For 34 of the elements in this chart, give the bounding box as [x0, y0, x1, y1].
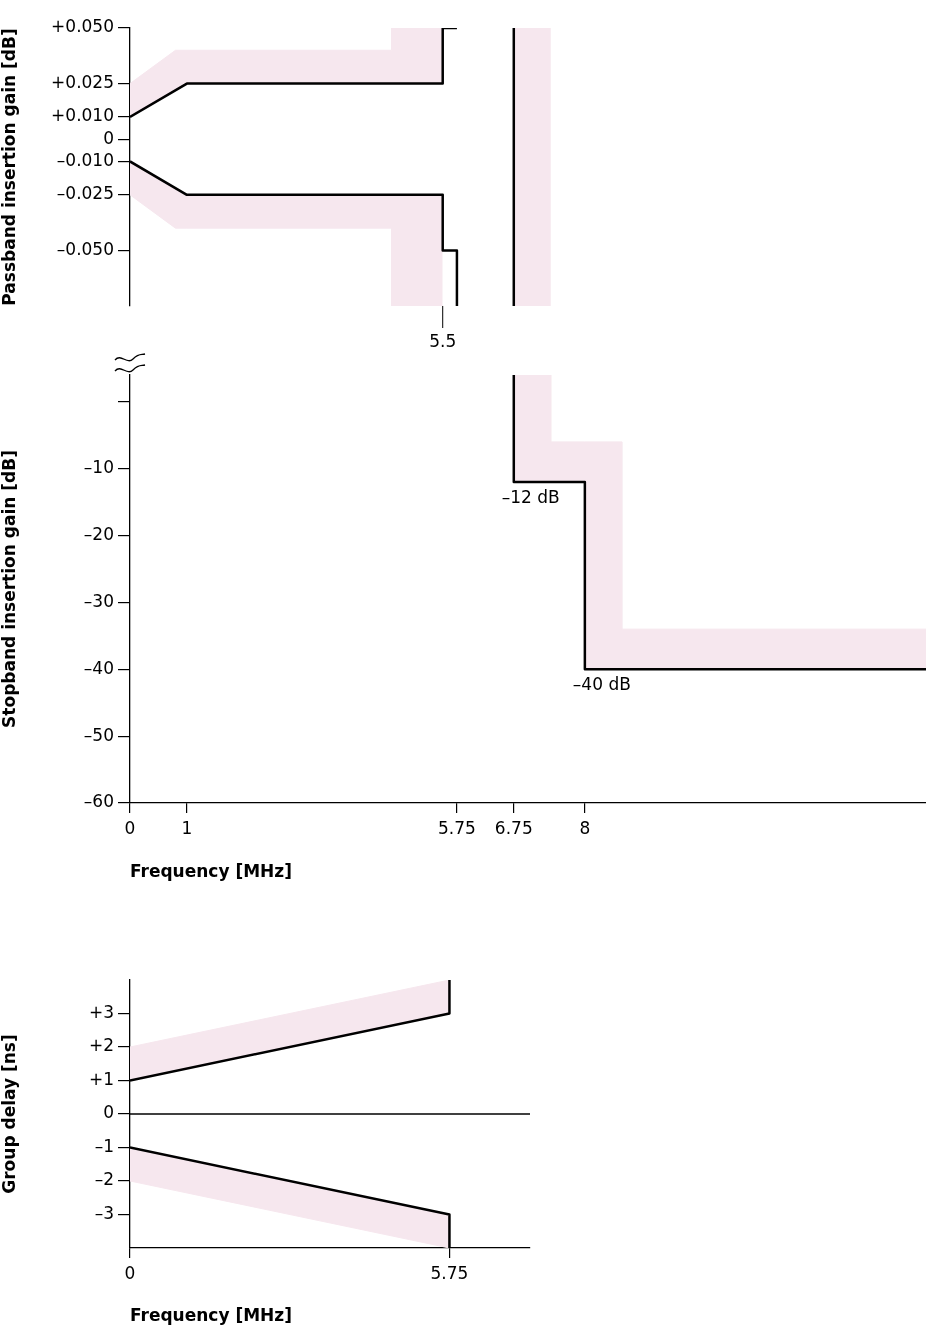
x-tick-label: 8 — [579, 817, 591, 838]
x-tick-label: 1 — [181, 817, 193, 838]
y-axis-title: Group delay [ns] — [0, 1034, 19, 1194]
y-tick-label: –40 — [83, 657, 114, 678]
y-axis-title: Passband insertion gain [dB] — [0, 28, 19, 306]
y-tick-label: +0.050 — [51, 16, 114, 37]
x-axis-title: Frequency [MHz] — [130, 1305, 292, 1326]
annotation: –12 dB — [501, 486, 560, 507]
y-tick-label: –0.050 — [56, 238, 114, 259]
y-tick-label: –30 — [83, 590, 114, 611]
y-tick-label: –3 — [94, 1202, 114, 1223]
y-tick-label: +1 — [88, 1068, 114, 1089]
y-tick-label: –0.010 — [56, 149, 114, 170]
y-tick-label: 0 — [103, 1102, 114, 1123]
x-axis-title: Frequency [MHz] — [130, 861, 292, 882]
y-tick-label: +0.010 — [51, 105, 114, 126]
y-axis-title: Stopband insertion gain [dB] — [0, 450, 19, 728]
y-tick-label: –50 — [83, 724, 114, 745]
y-tick-label: +3 — [88, 1001, 114, 1022]
x-tick-label: 5.75 — [438, 817, 476, 838]
y-tick-label: +0.025 — [51, 72, 114, 93]
x-tick-label: 5.75 — [430, 1262, 469, 1283]
x-tick-label: 0 — [124, 817, 136, 838]
y-tick-label: –10 — [83, 457, 114, 478]
y-tick-label: –2 — [94, 1169, 114, 1190]
y-tick-label: +2 — [88, 1035, 114, 1056]
x-tick-label: 6.75 — [494, 817, 533, 838]
y-tick-label: –20 — [83, 523, 114, 544]
annotation: –40 dB — [572, 674, 631, 695]
y-tick-label: –1 — [94, 1135, 114, 1156]
y-tick-label: –60 — [83, 791, 114, 812]
y-tick-label: 0 — [103, 127, 114, 148]
annotation: 5.5 — [429, 330, 457, 351]
y-tick-label: –0.025 — [56, 183, 114, 204]
